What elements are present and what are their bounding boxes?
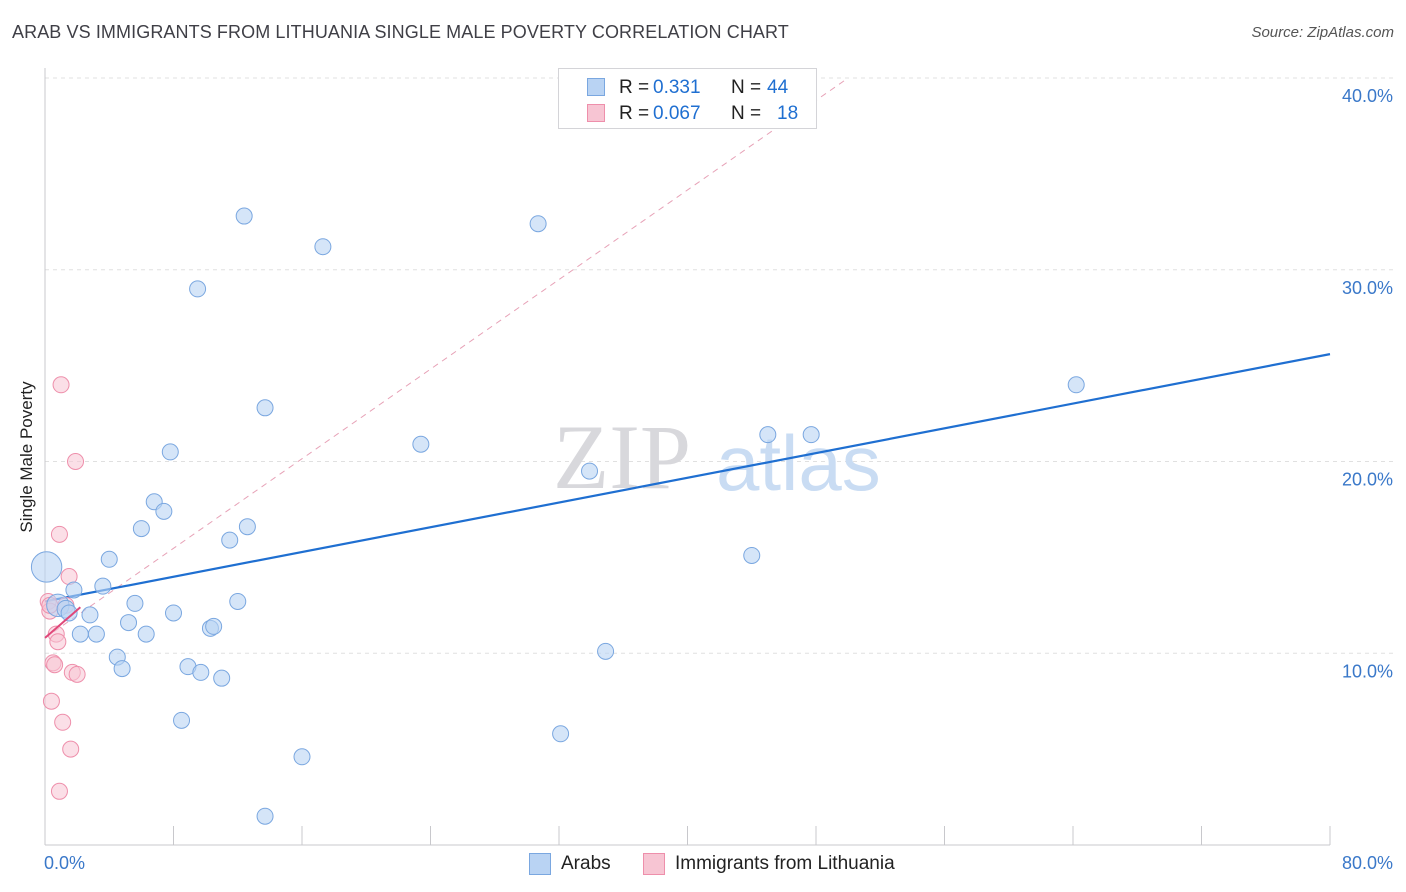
lithuania-point [46,656,64,674]
arabs-point [802,426,820,444]
legend-label: Immigrants from Lithuania [675,853,895,874]
watermark-zip: ZIP [553,406,691,508]
stats-row-arabs: R = 0.331 N = 44 [559,75,816,101]
arabs-point [412,435,430,453]
arabs-point [597,642,615,660]
arabs-point [100,550,118,568]
lithuania-point [62,740,80,758]
n-value: 44 [767,77,789,98]
series-legend: Arabs Immigrants from Lithuania [0,852,1406,878]
arabs-point [120,614,138,632]
arabs-point [743,546,761,564]
y-tick-label: 40.0% [1342,86,1393,106]
arabs-trend-line [44,353,1331,603]
n-label: N = [731,103,762,124]
lithuania-point [42,692,60,710]
source-credit: Source: ZipAtlas.com [1251,24,1394,41]
arabs-point [113,660,131,678]
arabs-point [161,443,179,461]
lithuania-point [54,713,72,731]
arabs-point [256,399,274,417]
lithuania-point [67,453,85,470]
arabs-point [192,663,210,681]
arabs-point [173,711,191,729]
legend-label: Arabs [561,853,611,874]
arabs-point [221,531,239,549]
lithuania-reference-line [44,77,849,639]
chart-title: ARAB VS IMMIGRANTS FROM LITHUANIA SINGLE… [12,22,789,42]
arabs-point [132,520,150,538]
stats-row-lithuania: R = 0.067 N = 18 [559,101,816,127]
y-tick-label: 20.0% [1342,470,1393,490]
watermark-atlas: atlas [716,419,881,507]
n-label: N = [731,77,762,98]
lithuania-point [50,525,68,543]
arabs-point [759,426,777,444]
arabs-point [529,215,547,233]
arabs-point [137,625,155,643]
r-value: 0.067 [653,103,701,124]
lithuania-point [52,376,70,394]
arabs-point [213,669,231,687]
y-tick-label: 10.0% [1342,661,1393,681]
arabs-point [235,207,253,225]
arabs-point [94,577,112,595]
arabs-point [65,581,83,599]
arabs-point [30,551,63,583]
arabs-swatch [587,78,605,96]
n-value: 18 [777,103,799,124]
arabs-point [581,462,599,480]
arabs-point [189,280,207,298]
r-label: R = [619,77,650,98]
arabs-legend-swatch [529,853,551,875]
arabs-point [205,617,223,635]
y-axis-label: Single Male Poverty [17,381,36,533]
arabs-point [71,625,89,643]
lithuania-point [50,782,68,800]
stats-legend: R = 0.331 N = 44 R = 0.067 N = 18 [558,68,817,129]
arabs-point [256,807,274,825]
r-value: 0.331 [653,77,701,98]
lithuania-point [68,665,86,683]
arabs-point [1067,376,1085,394]
arabs-point [81,606,99,624]
arabs-point [87,625,105,643]
arabs-point [165,604,182,622]
arabs-point [60,604,78,622]
arabs-point [229,592,247,610]
x-tick-label-min: 0.0% [44,853,85,873]
x-tick-label-max: 80.0% [1342,853,1393,873]
lithuania-legend-swatch [643,853,665,875]
arabs-point [552,725,570,743]
arabs-point [126,594,144,612]
arabs-point [238,518,256,536]
lithuania-trend-line [44,606,81,639]
r-label: R = [619,103,650,124]
y-tick-label: 30.0% [1342,278,1393,298]
lithuania-swatch [587,104,605,122]
arabs-point [293,748,311,766]
arabs-point [155,502,173,520]
arabs-point [314,238,332,256]
lithuania-point [49,633,67,651]
